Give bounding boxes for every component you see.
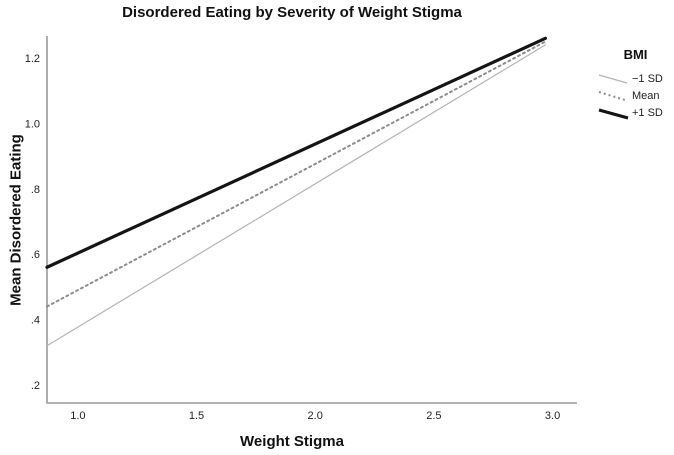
x-tick-label: 3.0	[545, 410, 560, 422]
thick-line-swatch-icon	[598, 107, 629, 120]
chart-title: Disordered Eating by Severity of Weight …	[122, 4, 462, 21]
series-line	[45, 36, 548, 269]
y-tick-label: .4	[31, 315, 40, 327]
legend-item-mean: Mean	[597, 87, 674, 104]
legend-title: BMI	[623, 47, 648, 62]
legend-item-label: +1 SD	[632, 106, 663, 119]
y-tick-label: .6	[31, 249, 40, 261]
x-tick-label: 2.0	[308, 410, 323, 422]
x-tick-label: 1.5	[189, 410, 204, 422]
axes-frame	[46, 36, 577, 404]
x-axis-title: Weight Stigma	[240, 433, 344, 450]
y-tick-label: .8	[31, 184, 40, 196]
x-tick-label: 2.5	[426, 410, 441, 422]
y-tick-label: 1.0	[25, 118, 40, 130]
y-tick-label: 1.2	[25, 53, 40, 65]
series-line	[46, 44, 547, 347]
thin-line-swatch-icon	[598, 73, 628, 84]
legend-item-plus-1sd: +1 SD	[597, 104, 674, 121]
series-line	[46, 40, 547, 308]
legend-item-label: Mean	[632, 89, 660, 102]
y-tick-label: .2	[31, 380, 40, 392]
x-tick-label: 1.0	[70, 410, 85, 422]
legend: BMI −1 SD Mean +1 SD	[597, 46, 674, 121]
legend-item-minus-1sd: −1 SD	[597, 70, 674, 87]
legend-item-label: −1 SD	[632, 72, 663, 85]
dotted-line-swatch-icon	[598, 90, 626, 101]
y-axis-title: Mean Disordered Eating	[7, 134, 25, 306]
